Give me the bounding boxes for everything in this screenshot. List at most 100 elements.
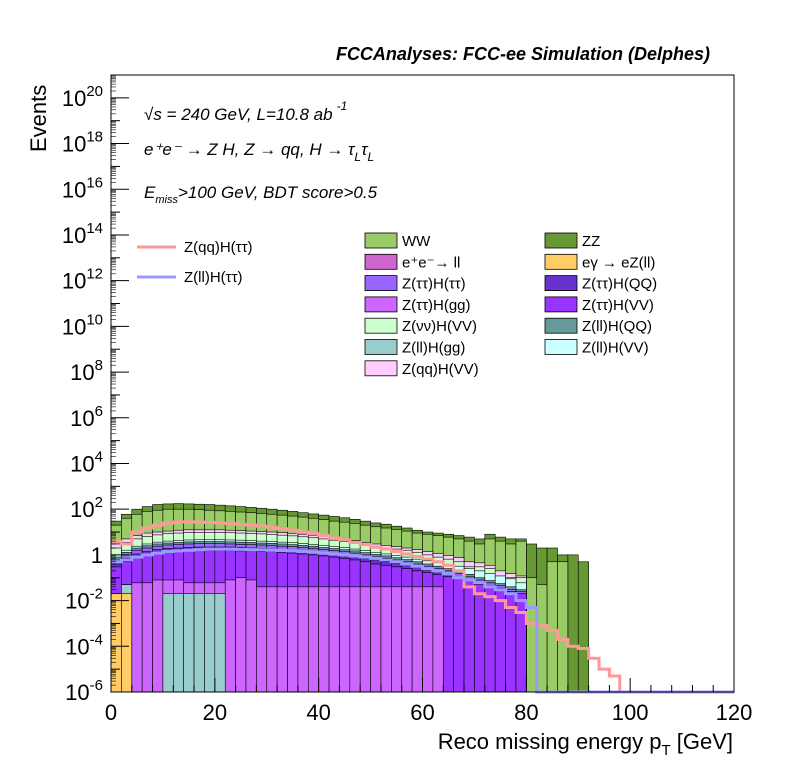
stack-bar (515, 593, 527, 693)
y-axis-title: Events (26, 85, 51, 152)
y-tick-label: 10-2 (65, 586, 103, 614)
y-tick-label: 102 (70, 494, 103, 522)
stack-bar (391, 586, 403, 693)
y-tick-label: 1012 (62, 266, 103, 294)
legend-stack-label: Z(νν)H(VV) (402, 318, 477, 335)
stack-bar (349, 586, 361, 693)
annotation-cuts: Emiss>100 GeV, BDT score>0.5 (144, 183, 378, 206)
y-tick-label: 1018 (62, 129, 103, 157)
stack-bar (401, 586, 413, 693)
stack-bar (380, 586, 392, 693)
y-tick-label: 1016 (62, 174, 103, 202)
legend-stack-label: eγ → eZ(ll) (582, 254, 655, 271)
stack-bar (152, 579, 164, 693)
stack-bar (577, 561, 589, 693)
stack-bar (453, 578, 465, 693)
legend-stack-swatch (544, 275, 578, 292)
y-tick-label: 1020 (62, 83, 103, 111)
stack-bar (287, 586, 299, 693)
stack-bar (256, 586, 268, 693)
legend-stack-label: Z(ττ)H(QQ) (582, 276, 657, 293)
legend-stack-label: e⁺e⁻→ ll (402, 254, 460, 271)
y-tick-label: 10-4 (65, 631, 103, 659)
legend-stack-label: Z(ττ)H(VV) (582, 297, 654, 314)
y-tick-label: 1010 (62, 311, 103, 339)
y-tick-label: 1 (91, 543, 103, 568)
chart-title: FCCAnalyses: FCC-ee Simulation (Delphes) (336, 44, 710, 64)
legend-signal-label: Z(qq)H(ττ) (184, 239, 253, 256)
stack-bar (536, 584, 548, 693)
y-tick-label: 1014 (62, 220, 103, 248)
stack-0 (110, 593, 133, 693)
stack-bar (526, 577, 538, 693)
stack-bar (370, 586, 382, 693)
legend-stack-swatch (364, 360, 398, 377)
stack-bar (193, 593, 205, 693)
legend-stack-swatch (544, 253, 578, 270)
legend-stack-swatch (544, 296, 578, 313)
stack-bar (411, 586, 423, 693)
stack-bar (474, 584, 486, 693)
stack-bar (494, 589, 506, 693)
stack-bar (110, 593, 122, 693)
annotation-process: e⁺e⁻ → Z H, Z → qq, H → τLτL (144, 140, 374, 164)
stack-bar (266, 586, 278, 693)
legend-stack: WW ZZ e⁺e⁻→ ll eγ → eZ(ll) Z(ττ)H(ττ) Z(ττ)H(… (364, 232, 657, 378)
x-tick-label: 0 (105, 700, 117, 725)
legend-stack-swatch (364, 232, 398, 249)
stack-bar (245, 579, 257, 693)
stack-bar (484, 586, 496, 693)
stack-bar (442, 576, 454, 693)
stack-bar (297, 586, 309, 693)
x-tick-label: 120 (716, 700, 753, 725)
stack-bar (162, 593, 174, 693)
stack-bar (141, 582, 153, 693)
stack-bar (204, 593, 216, 693)
stack-bar (131, 582, 143, 693)
legend-signal: Z(qq)H(ττ) Z(ll)H(ττ) (137, 239, 253, 286)
stack-bar (224, 579, 236, 693)
signal-line-0 (111, 520, 734, 694)
annotation-energy-lumi: √s = 240 GeV, L=10.8 ab -1 (144, 99, 347, 124)
annotation-lines: √s = 240 GeV, L=10.8 ab -1 e⁺e⁻ → Z H, Z … (144, 99, 378, 206)
legend-stack-swatch (544, 317, 578, 334)
stack-layer (110, 503, 589, 693)
stack-bar (546, 561, 558, 693)
legend-stack-swatch (364, 253, 398, 270)
legend-stack-swatch (364, 296, 398, 313)
stack-bar (359, 586, 371, 693)
stack-bar (214, 593, 226, 693)
x-tick-label: 60 (410, 700, 434, 725)
legend-stack-swatch (544, 339, 578, 355)
stack-bar (173, 593, 184, 693)
y-tick-label: 104 (70, 448, 103, 476)
stack-bar (183, 593, 195, 693)
y-axis-ticks: 1020 1018 1016 1014 1012 1010 108 106 104 102 1 10-… (62, 74, 129, 705)
stack-bar (557, 561, 569, 693)
stack-bar (567, 554, 579, 693)
stack-bar (235, 577, 247, 693)
legend-stack-swatch (544, 232, 578, 249)
legend-stack-swatch (364, 317, 398, 334)
y-tick-label: 10-6 (65, 677, 103, 705)
x-tick-label: 80 (514, 700, 538, 725)
stack-2 (110, 577, 444, 693)
legend-stack-label: WW (402, 233, 431, 250)
legend-stack-swatch (364, 339, 398, 355)
y-tick-label: 108 (70, 357, 103, 385)
legend-stack-label: Z(ττ)H(gg) (402, 297, 471, 314)
legend-stack-label: Z(ll)H(VV) (582, 340, 649, 357)
legend-signal-label: Z(ll)H(ττ) (184, 269, 243, 286)
stack-bar (432, 586, 444, 693)
stack-bar (422, 586, 434, 693)
legend-stack-label: ZZ (582, 233, 600, 250)
stack-bar (328, 586, 340, 693)
legend-stack-label: Z(ll)H(gg) (402, 340, 465, 357)
stack-bar (318, 586, 330, 693)
x-tick-label: 100 (612, 700, 649, 725)
x-axis-ticks: 0 20 40 60 80 100 120 (105, 678, 752, 725)
x-tick-label: 20 (203, 700, 227, 725)
legend-stack-swatch (364, 275, 398, 292)
stack-bar (121, 593, 133, 693)
